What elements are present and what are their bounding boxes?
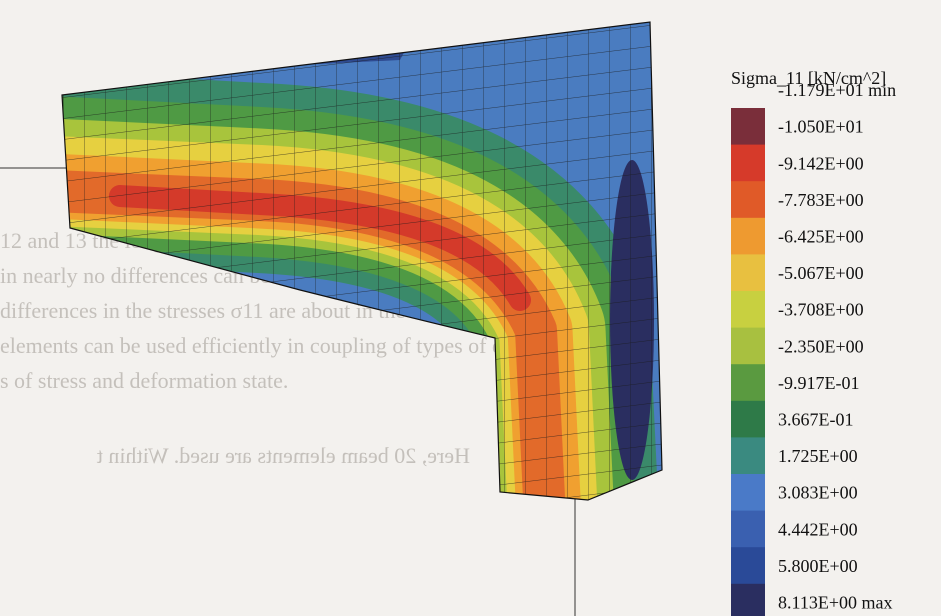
colorbar-segment: [731, 291, 765, 328]
colorbar-segment: [731, 364, 765, 401]
legend-label: -6.425E+00: [778, 227, 864, 247]
colorbar-segment: [731, 145, 765, 182]
legend-label: 4.442E+00: [778, 519, 858, 539]
bleed-through-line: Here, 20 beam elements are used. Within …: [97, 443, 470, 468]
colorbar-segment: [731, 437, 765, 474]
legend-label: 3.667E-01: [778, 410, 854, 430]
legend-label: -2.350E+00: [778, 336, 864, 356]
legend-label: 1.725E+00: [778, 446, 858, 466]
colorbar-segment: [731, 108, 765, 145]
body-line: s of stress and deformation state.: [0, 368, 288, 393]
legend: Sigma_11 [kN/cm^2] -1.179E+01 min-1.050E…: [731, 68, 896, 616]
page: 12 and 13 the longitudinal stresses of t…: [0, 0, 941, 616]
legend-label: -1.050E+01: [778, 117, 864, 137]
legend-label: 8.113E+00 max: [778, 593, 892, 613]
colorbar-segment: [731, 584, 765, 616]
colorbar-segment: [731, 181, 765, 218]
legend-label: 3.083E+00: [778, 483, 858, 503]
colorbar-segment: [731, 218, 765, 255]
colorbar-segment: [731, 474, 765, 511]
colorbar-segment: [731, 328, 765, 365]
colorbar-segment: [731, 547, 765, 584]
legend-label: 5.800E+00: [778, 556, 858, 576]
legend-label: -7.783E+00: [778, 190, 864, 210]
colorbar-segment: [731, 511, 765, 548]
legend-label: -9.142E+00: [778, 153, 864, 173]
legend-label: -1.179E+01 min: [778, 80, 896, 100]
legend-label: -5.067E+00: [778, 263, 864, 283]
colorbar-segment: [731, 254, 765, 291]
legend-label: -3.708E+00: [778, 300, 864, 320]
colorbar-segment: [731, 401, 765, 438]
legend-label: -9.917E-01: [778, 373, 859, 393]
